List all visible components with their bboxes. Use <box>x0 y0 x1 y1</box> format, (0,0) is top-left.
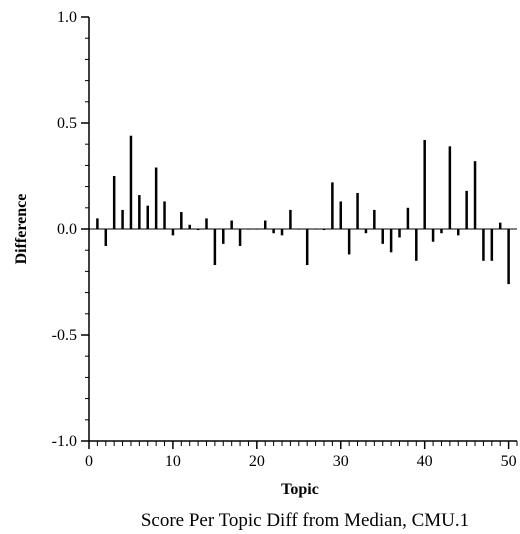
bars <box>96 135 510 285</box>
bar <box>448 146 452 229</box>
bar <box>129 135 133 229</box>
bar <box>339 201 343 229</box>
bar <box>473 161 477 229</box>
x-tick-label: 0 <box>85 453 93 470</box>
y-axis-title: Difference <box>13 194 30 265</box>
y-tick-label: 0.5 <box>57 115 77 132</box>
bar <box>171 229 175 236</box>
bar <box>255 229 259 230</box>
tick-labels: 1.0 0.5 0.0 -0.5 -1.0 0 10 20 30 40 50 <box>52 9 517 470</box>
x-tick-label: 30 <box>333 453 349 470</box>
x-tick-label: 40 <box>417 453 433 470</box>
bar <box>180 212 183 229</box>
bar <box>322 229 326 231</box>
bar <box>356 192 359 229</box>
bar <box>406 207 410 229</box>
bar <box>272 229 275 234</box>
bar <box>263 220 267 229</box>
bar <box>146 205 149 229</box>
bar <box>154 167 158 229</box>
bar <box>188 224 191 229</box>
axes <box>81 16 518 449</box>
x-axis-title: Topic <box>281 481 319 498</box>
bar <box>314 229 317 230</box>
chart-caption: Score Per Topic Diff from Median, CMU.1 <box>141 510 469 531</box>
x-tick-label: 50 <box>501 453 517 470</box>
bar <box>121 209 124 229</box>
bar <box>457 229 460 236</box>
y-tick-label: 1.0 <box>57 9 77 26</box>
bar <box>364 229 368 234</box>
bar <box>347 229 351 255</box>
bar <box>104 229 108 246</box>
bar <box>373 209 376 229</box>
x-tick-label: 10 <box>165 453 181 470</box>
bar <box>196 229 200 231</box>
bar <box>289 209 292 229</box>
bar <box>297 229 301 230</box>
bar <box>415 229 418 261</box>
bar <box>230 220 233 229</box>
bar <box>205 218 208 229</box>
bar <box>398 229 401 238</box>
y-tick-label: 0.0 <box>57 221 77 238</box>
x-tick-label: 20 <box>249 453 265 470</box>
bar <box>280 229 284 236</box>
bar <box>431 229 435 242</box>
bar <box>381 229 384 244</box>
y-tick-label: -1.0 <box>52 433 77 450</box>
bar <box>305 229 309 266</box>
bar <box>482 229 485 261</box>
bar <box>498 222 502 229</box>
bar <box>96 218 99 229</box>
bar <box>247 229 250 230</box>
bar <box>465 190 468 229</box>
y-tick-label: -0.5 <box>52 327 77 344</box>
bar <box>138 195 141 229</box>
bar <box>507 229 510 285</box>
bar <box>213 229 217 266</box>
bar <box>440 229 443 234</box>
bar <box>389 229 393 253</box>
bar <box>163 201 166 229</box>
bar <box>331 182 334 229</box>
bar <box>112 176 116 229</box>
bar <box>238 229 242 246</box>
bar <box>423 139 426 229</box>
bar <box>490 229 494 261</box>
bar <box>222 229 225 244</box>
